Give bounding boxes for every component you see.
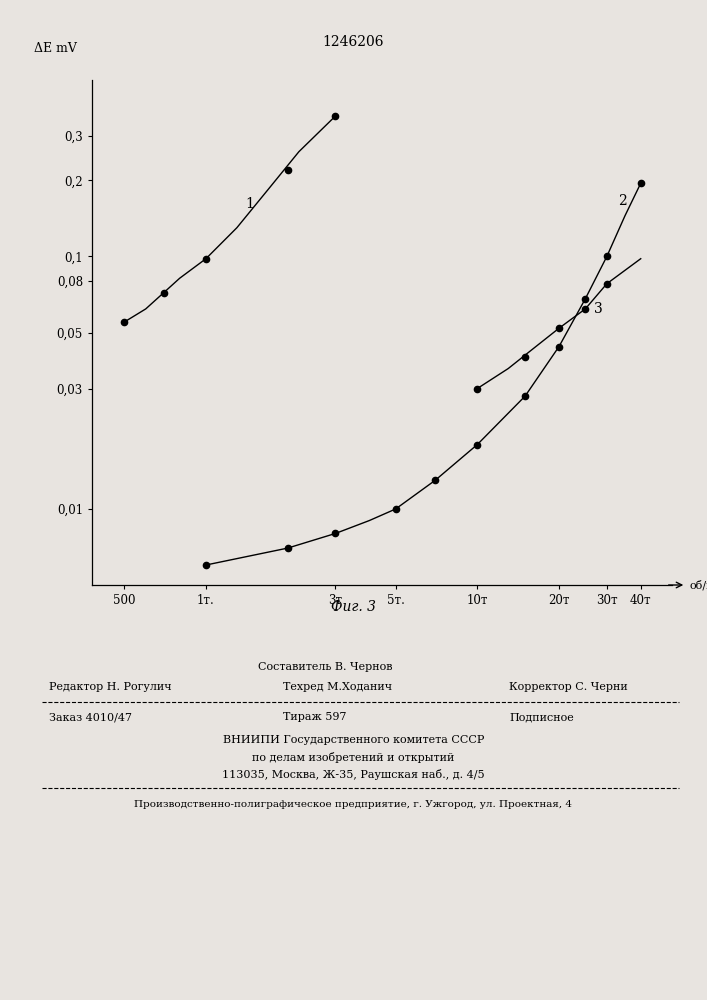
Text: Составитель В. Чернов: Составитель В. Чернов	[258, 662, 392, 672]
Text: Редактор Н. Рогулич: Редактор Н. Рогулич	[49, 682, 172, 692]
Text: Заказ 4010/47: Заказ 4010/47	[49, 712, 132, 722]
Text: Производственно-полиграфическое предприятие, г. Ужгород, ул. Проектная, 4: Производственно-полиграфическое предприя…	[134, 800, 573, 809]
Text: 113035, Москва, Ж-35, Раушская наб., д. 4/5: 113035, Москва, Ж-35, Раушская наб., д. …	[222, 769, 485, 780]
Text: Корректор С. Черни: Корректор С. Черни	[509, 682, 628, 692]
Text: 2: 2	[618, 194, 627, 208]
Text: ВНИИПИ Государственного комитета СССР: ВНИИПИ Государственного комитета СССР	[223, 735, 484, 745]
Text: 1246206: 1246206	[323, 35, 384, 49]
Text: Техред М.Ходанич: Техред М.Ходанич	[283, 682, 392, 692]
Text: 1: 1	[245, 197, 255, 211]
Text: по делам изобретений и открытий: по делам изобретений и открытий	[252, 752, 455, 763]
Text: ΔE mV: ΔE mV	[34, 42, 77, 55]
Text: об/мин: об/мин	[689, 580, 707, 590]
Text: Фиг. 3: Фиг. 3	[331, 600, 376, 614]
Text: 3: 3	[595, 302, 603, 316]
Text: Подписное: Подписное	[509, 712, 574, 722]
Text: Тираж 597: Тираж 597	[283, 712, 346, 722]
